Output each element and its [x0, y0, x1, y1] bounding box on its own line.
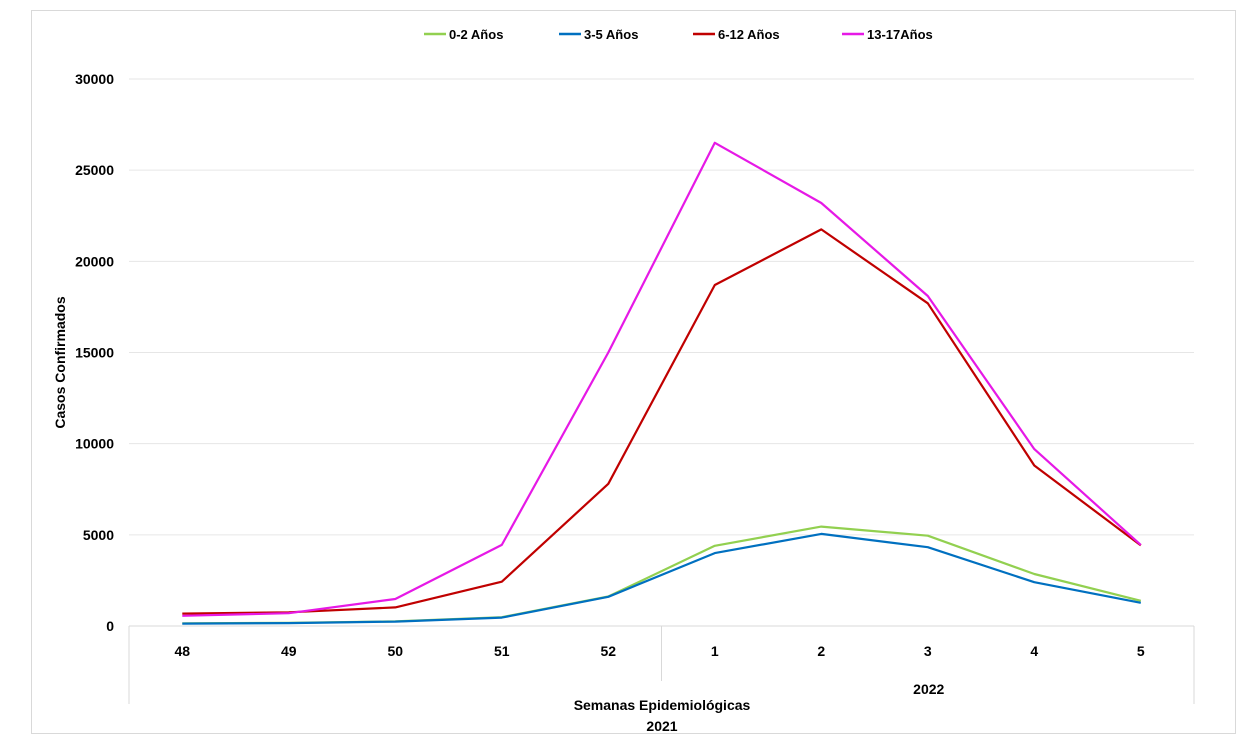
x-tick-label: 3 [924, 643, 932, 659]
x-tick-label: 4 [1030, 643, 1038, 659]
legend-label: 0-2 Años [449, 27, 503, 42]
chart-frame: 0 5000 10000 15000 20000 25000 30000 48 49 50 51 5… [31, 10, 1236, 734]
series-lines [182, 141, 1142, 625]
y-tick-label: 20000 [75, 253, 114, 269]
y-axis-ticks: 0 5000 10000 15000 20000 25000 30000 [75, 71, 114, 634]
x-axis-title: Semanas Epidemiológicas [574, 697, 751, 713]
y-tick-label: 0 [106, 618, 114, 634]
legend-label: 6-12 Años [718, 27, 780, 42]
x-tick-label: 1 [711, 643, 719, 659]
gridlines [129, 78, 1194, 627]
x-tick-label: 48 [174, 643, 190, 659]
series-line-13-17años [182, 141, 1142, 617]
y-tick-label: 30000 [75, 71, 114, 87]
x-tick-label: 52 [600, 643, 616, 659]
y-tick-label: 25000 [75, 162, 114, 178]
legend-label: 3-5 Años [584, 27, 638, 42]
x-tick-label: 49 [281, 643, 297, 659]
y-tick-label: 15000 [75, 345, 114, 361]
year-label-2022: 2022 [913, 681, 944, 697]
series-line-3-5-años [182, 532, 1142, 625]
y-axis-title: Casos Confirmados [52, 296, 68, 428]
x-axis: 48 49 50 51 52 1 2 3 4 5 [128, 626, 1195, 704]
x-tick-label: 51 [494, 643, 510, 659]
y-tick-label: 5000 [83, 527, 114, 543]
legend-label: 13-17Años [867, 27, 933, 42]
x-tick-label: 5 [1137, 643, 1145, 659]
series-line-6-12-años [182, 228, 1142, 615]
legend: 0-2 Años 3-5 Años 6-12 Años 13-17Años [424, 27, 933, 42]
x-tick-label: 2 [817, 643, 825, 659]
y-tick-label: 10000 [75, 436, 114, 452]
x-tick-label: 50 [387, 643, 403, 659]
year-label-2021: 2021 [646, 718, 677, 734]
